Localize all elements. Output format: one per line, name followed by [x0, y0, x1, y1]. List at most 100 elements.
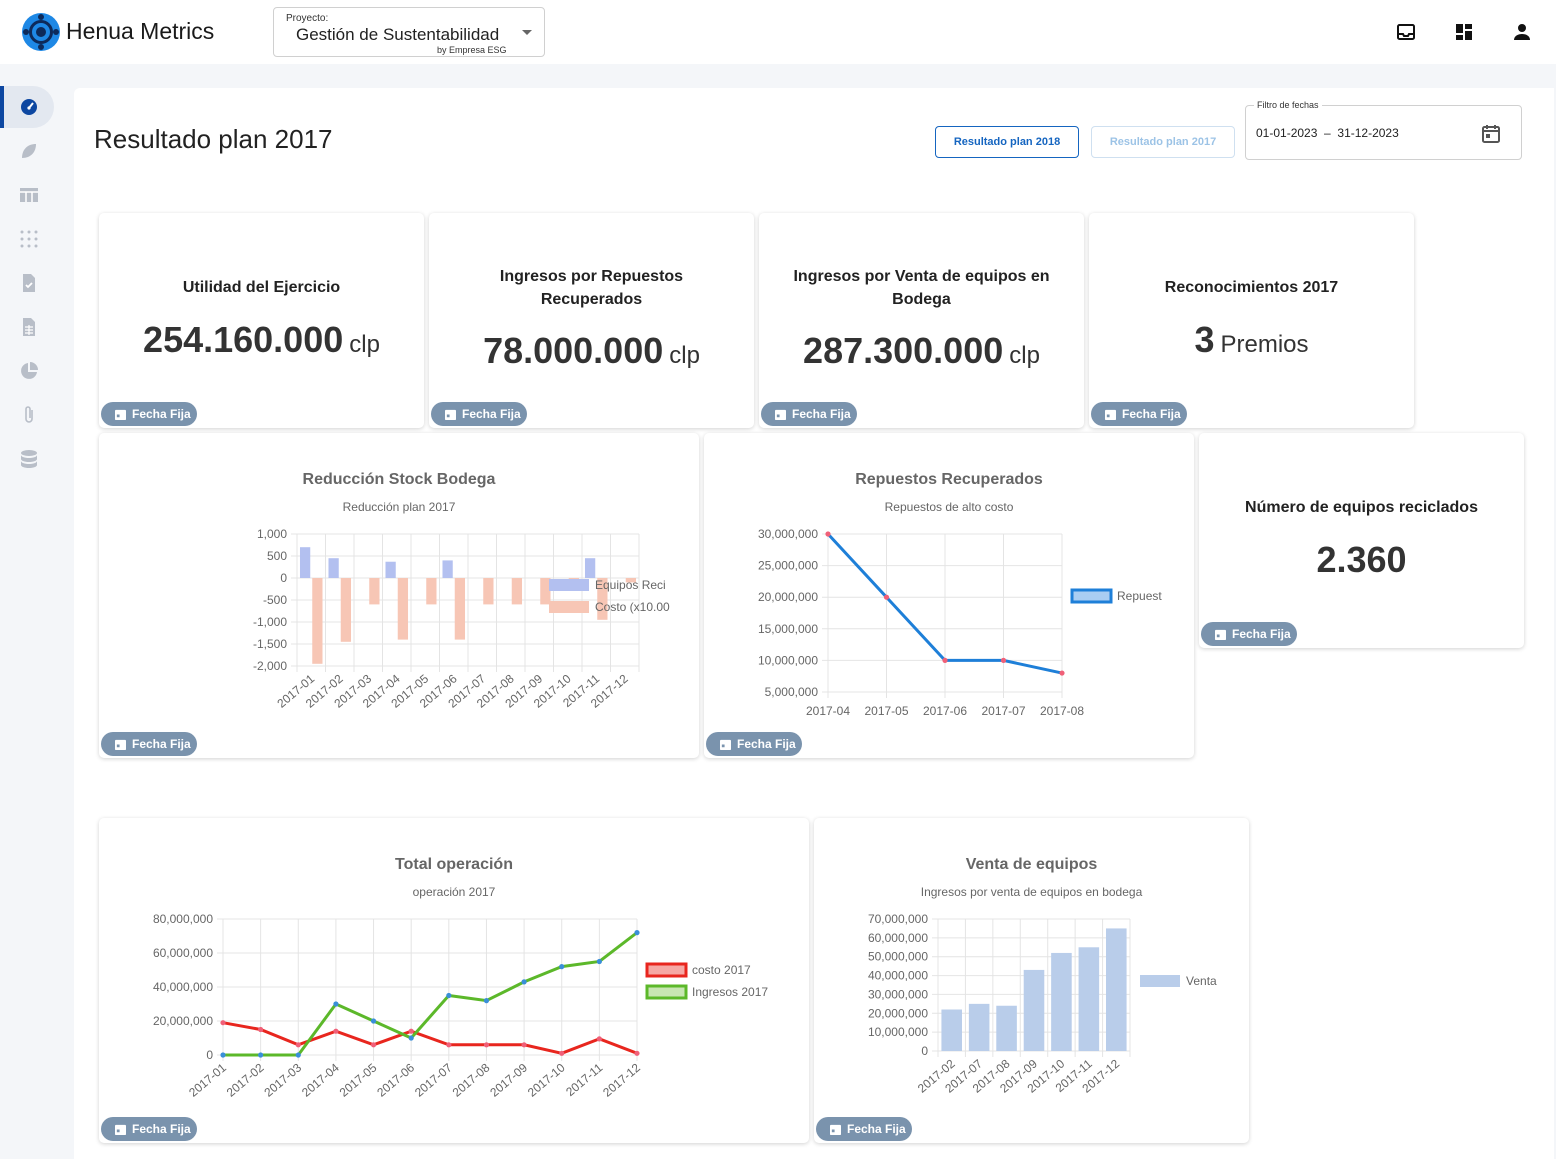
plan-2018-button[interactable]: Resultado plan 2018: [935, 126, 1079, 158]
y-tick-label: 500: [267, 549, 287, 563]
data-point: [333, 1001, 339, 1007]
bar: [625, 578, 637, 583]
legend-label: Repuest: [1117, 589, 1162, 603]
brand-name: Henua Metrics: [66, 18, 215, 44]
task-file-icon: [23, 274, 35, 292]
user-icon[interactable]: [1512, 22, 1532, 42]
fecha-fija-chip[interactable]: Fecha Fija: [1091, 402, 1187, 426]
kpi-number: 2.360: [1316, 539, 1407, 580]
data-point: [1000, 657, 1007, 663]
legend-label: Venta: [1186, 974, 1217, 988]
kpi-card-equipos-reciclados: Número de equipos reciclados 2.360 Fecha…: [1199, 433, 1524, 648]
fecha-fija-chip[interactable]: Fecha Fija: [431, 402, 527, 426]
kpi-value: 3 Premios: [1089, 319, 1414, 361]
kpi-title: Reconocimientos 2017: [1164, 279, 1339, 296]
venta-equipos-chart: 70,000,000 60,000,000 50,000,000 40,000,000…: [868, 912, 1217, 1096]
sidebar-item-sustainability[interactable]: [4, 130, 54, 172]
kpi-card-venta-equipos: Ingresos por Venta de equipos en Bodega …: [759, 213, 1084, 428]
fecha-fija-chip[interactable]: Fecha Fija: [101, 402, 197, 426]
kpi-number: 3: [1194, 319, 1215, 360]
legend-label: Ingresos 2017: [692, 985, 768, 999]
sidebar-item-reports[interactable]: [4, 306, 54, 348]
y-tick-label: 40,000,000: [868, 969, 928, 983]
fecha-fija-chip[interactable]: Fecha Fija: [1201, 622, 1297, 646]
kpi-unit: clp: [349, 331, 380, 358]
data-point: [333, 1028, 339, 1034]
sidebar-item-dashboard[interactable]: [0, 86, 54, 128]
bar: [968, 1003, 990, 1051]
database-icon: [21, 450, 37, 468]
chip-label: Fecha Fija: [132, 737, 191, 751]
data-point: [634, 930, 640, 936]
y-tick-label: 20,000,000: [758, 590, 818, 604]
sidebar-item-database[interactable]: [4, 438, 54, 480]
data-point: [295, 1042, 301, 1048]
chart-title: Repuestos Recuperados: [855, 471, 1043, 488]
sidebar-item-attachments[interactable]: [4, 394, 54, 436]
bar: [385, 561, 396, 578]
fecha-fija-chip[interactable]: Fecha Fija: [706, 732, 802, 756]
fecha-fija-chip[interactable]: Fecha Fija: [101, 1117, 197, 1141]
calendar-icon: [720, 739, 731, 750]
sidebar-item-table[interactable]: [4, 174, 54, 216]
calendar-icon[interactable]: [1481, 124, 1501, 149]
y-tick-label: 70,000,000: [868, 912, 928, 926]
y-tick-label: -2,000: [253, 659, 287, 673]
data-point: [521, 1042, 527, 1048]
sidebar-item-tasks[interactable]: [4, 262, 54, 304]
chart-card-total-operacion: Total operación operación 2017 80,000,00…: [99, 818, 809, 1143]
chart-title: Total operación: [395, 856, 513, 873]
data-point: [596, 1036, 602, 1042]
calendar-icon: [1215, 629, 1226, 640]
kpi-card-reconocimientos: Reconocimientos 2017 3 Premios Fecha Fija: [1089, 213, 1414, 428]
y-tick-label: 5,000,000: [765, 685, 819, 699]
sidebar-item-apps[interactable]: [4, 218, 54, 260]
bar: [996, 1005, 1017, 1051]
kpi-card-repuestos: Ingresos por Repuestos Recuperados 78.00…: [429, 213, 754, 428]
kpi-unit: clp: [1009, 342, 1040, 369]
chart-subtitle: Reducción plan 2017: [342, 500, 456, 514]
project-selector[interactable]: Proyecto: Gestión de Sustentabilidad by …: [273, 7, 545, 57]
fecha-fija-chip[interactable]: Fecha Fija: [816, 1117, 912, 1141]
x-tick-label: 2017-02: [224, 1060, 267, 1099]
date-filter[interactable]: Filtro de fechas 01-01-2023 – 31-12-2023: [1245, 100, 1522, 160]
bar: [597, 578, 608, 620]
y-tick-label: -1,500: [253, 637, 287, 651]
henua-logo-icon[interactable]: [22, 13, 60, 51]
chip-label: Fecha Fija: [792, 407, 851, 421]
repuestos-chart: 30,000,000 25,000,000 20,000,000 15,000,000…: [758, 527, 1162, 718]
fecha-fija-chip[interactable]: Fecha Fija: [101, 732, 197, 756]
data-point: [370, 1018, 377, 1024]
data-point: [483, 998, 490, 1004]
kpi-card-utilidad: Utilidad del Ejercicio 254.160.000 clp Fe…: [99, 213, 424, 428]
chip-label: Fecha Fija: [1232, 627, 1291, 641]
chevron-down-icon: [522, 30, 532, 35]
y-tick-label: 80,000,000: [153, 912, 213, 926]
x-tick-label: 2017-01: [186, 1060, 229, 1099]
y-tick-label: 20,000,000: [153, 1014, 213, 1028]
chip-label: Fecha Fija: [132, 407, 191, 421]
legend-label: costo 2017: [692, 963, 751, 977]
fecha-fija-chip[interactable]: Fecha Fija: [761, 402, 857, 426]
x-tick-label: 2017-11: [563, 1060, 605, 1099]
data-point: [942, 657, 948, 663]
sidebar: [0, 64, 74, 1159]
x-tick-label: 2017-08: [1040, 704, 1084, 718]
data-point: [483, 1042, 490, 1048]
bar: [328, 558, 339, 578]
y-tick-label: 0: [206, 1048, 213, 1062]
total-operacion-chart: 80,000,000 60,000,000 40,000,000 20,000,000…: [153, 912, 768, 1100]
x-tick-label: 2017-08: [450, 1060, 493, 1099]
data-point: [559, 964, 565, 970]
y-tick-label: 1,000: [257, 527, 287, 541]
inbox-icon[interactable]: [1396, 22, 1416, 42]
dashboard-grid-icon[interactable]: [1454, 22, 1474, 42]
kpi-value: 78.000.000 clp: [429, 330, 754, 372]
sidebar-item-analytics[interactable]: [4, 350, 54, 392]
plan-2017-button[interactable]: Resultado plan 2017: [1091, 126, 1235, 158]
data-point: [446, 1042, 452, 1048]
data-point: [825, 531, 831, 537]
data-point: [258, 1052, 264, 1058]
bar: [941, 1009, 962, 1051]
chart-title: Reducción Stock Bodega: [302, 471, 496, 488]
